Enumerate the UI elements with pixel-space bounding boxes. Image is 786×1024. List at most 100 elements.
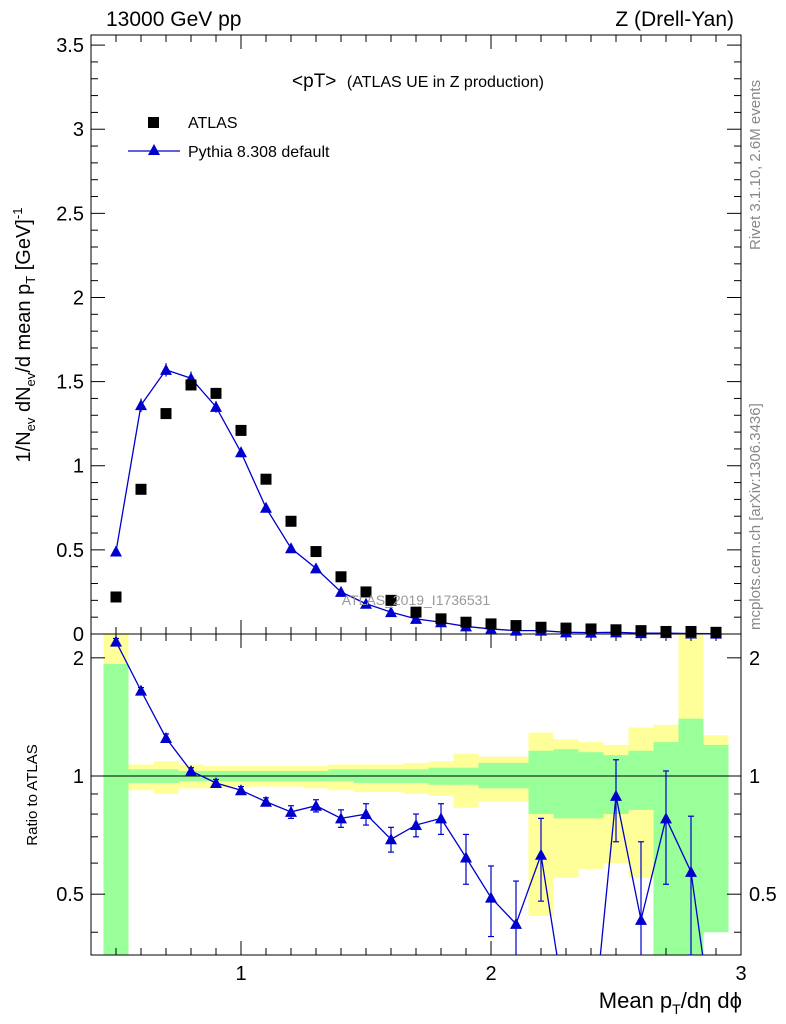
atlas-point (185, 379, 197, 391)
ratio-pythia-point (310, 799, 322, 811)
ratio-pythia-point (210, 776, 222, 788)
ratio-pythia-point (160, 731, 172, 743)
stat-band-bin (328, 769, 354, 782)
x-tick-label: 2 (485, 963, 496, 985)
pythia-point (110, 545, 122, 557)
ratio-y-axis-label: Ratio to ATLAS (24, 744, 41, 845)
ratio-series-group (110, 635, 704, 955)
pythia-point (260, 501, 272, 513)
atlas-point (360, 586, 372, 598)
ratio-y-tick-label: 2 (73, 648, 84, 670)
atlas-point (710, 626, 722, 638)
ratio-uncertainty-bands (103, 634, 729, 955)
ratio-pythia-point (260, 795, 272, 807)
ratio-pythia-point (685, 865, 697, 877)
pythia-point (160, 363, 172, 375)
atlas-point (110, 591, 122, 603)
main-y-tick-label: 2 (73, 287, 84, 309)
atlas-point (285, 515, 297, 527)
analysis-watermark: ATLAS_2019_I1736531 (342, 592, 491, 608)
x-tick-label: 3 (735, 963, 746, 985)
atlas-point (135, 483, 147, 495)
rivet-label: Rivet 3.1.10, 2.6M events (747, 80, 764, 250)
mcplots-label: mcplots.cern.ch [arXiv:1306.3436] (747, 403, 764, 630)
ratio-pythia-point (635, 913, 647, 925)
ratio-pythia-point (385, 833, 397, 845)
main-y-tick-label: 0 (73, 624, 84, 646)
ratio-panel-frame: 1 2 3 0.5 0.5 1 1 2 2 (56, 633, 777, 985)
ratio-y-tick-label: 1 (73, 766, 84, 788)
ratio-pythia-point (135, 684, 147, 696)
pythia-point (285, 542, 297, 554)
header-right: Z (Drell-Yan) (615, 8, 734, 31)
main-y-tick-label: 1 (73, 456, 84, 478)
ratio-pythia-point (460, 851, 472, 863)
pythia-point (410, 612, 422, 624)
main-y-axis-label: 1/Nev dNev/d mean pT [GeV]-1 (10, 208, 38, 463)
stat-band-bin (703, 744, 729, 933)
legend-pythia-label: Pythia 8.308 default (188, 144, 330, 161)
ratio-pythia-point (510, 917, 522, 929)
stat-band-bin (628, 750, 654, 810)
ratio-pythia-point (335, 812, 347, 824)
ratio-pythia-point (360, 808, 372, 820)
atlas-point (610, 624, 622, 636)
atlas-point (485, 618, 497, 630)
atlas-point (660, 625, 672, 637)
ratio-pythia-point (435, 812, 447, 824)
atlas-point (235, 424, 247, 436)
ratio-pythia-point (185, 764, 197, 776)
ratio-pythia-point (485, 891, 497, 903)
ratio-panel-data (110, 635, 704, 955)
atlas-point (435, 613, 447, 625)
stat-band-bin (103, 663, 129, 955)
main-y-tick-label: 3 (73, 119, 84, 141)
pythia-point (135, 399, 147, 411)
main-y-tick-label: 3.5 (56, 35, 84, 57)
main-y-tick-label: 0.5 (56, 540, 84, 562)
ratio-pythia-point (660, 812, 672, 824)
atlas-point (160, 408, 172, 420)
x-tick-label: 1 (235, 963, 246, 985)
ratio-y-tick-label-right: 0.5 (749, 884, 777, 906)
atlas-point (560, 622, 572, 634)
atlas-point (210, 387, 222, 399)
ratio-pythia-point (410, 819, 422, 831)
pythia-point (235, 446, 247, 458)
plot-title-main: <pT> (292, 71, 336, 92)
atlas-point (510, 620, 522, 632)
main-y-tick-label: 1.5 (56, 372, 84, 394)
pythia-point (360, 597, 372, 609)
legend: ATLAS Pythia 8.308 default (128, 115, 330, 161)
atlas-point (310, 546, 322, 558)
pythia-point (385, 606, 397, 618)
pythia-point (310, 562, 322, 574)
ratio-y-tick-label-right: 1 (749, 766, 760, 788)
ratio-pythia-point (610, 789, 622, 801)
main-panel-data (110, 363, 722, 639)
plot-title: <pT> (ATLAS UE in Z production) (292, 71, 544, 92)
atlas-point (535, 621, 547, 633)
atlas-point (410, 606, 422, 618)
atlas-point (335, 571, 347, 583)
pythia-point (210, 400, 222, 412)
ratio-pythia-point (110, 635, 122, 647)
ratio-pythia-point (285, 805, 297, 817)
legend-pythia-marker (148, 144, 160, 155)
legend-atlas-marker (148, 117, 159, 128)
pythia-point (335, 585, 347, 597)
ratio-pythia-point (535, 848, 547, 860)
legend-atlas-label: ATLAS (188, 115, 238, 132)
atlas-point (585, 623, 597, 635)
atlas-point (260, 473, 272, 485)
atlas-point (685, 625, 697, 637)
ratio-pythia-point (235, 784, 247, 796)
atlas-point (385, 594, 397, 606)
plot-title-sub: (ATLAS UE in Z production) (347, 74, 544, 91)
ratio-y-tick-label-right: 2 (749, 648, 760, 670)
stat-band-bin (553, 749, 579, 819)
stat-band-bin (528, 750, 554, 815)
x-axis-label: Mean pT/dη dϕ (599, 988, 742, 1017)
atlas-point (635, 625, 647, 637)
